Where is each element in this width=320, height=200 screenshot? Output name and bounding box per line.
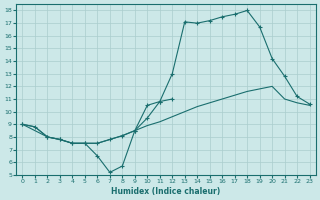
X-axis label: Humidex (Indice chaleur): Humidex (Indice chaleur) — [111, 187, 221, 196]
